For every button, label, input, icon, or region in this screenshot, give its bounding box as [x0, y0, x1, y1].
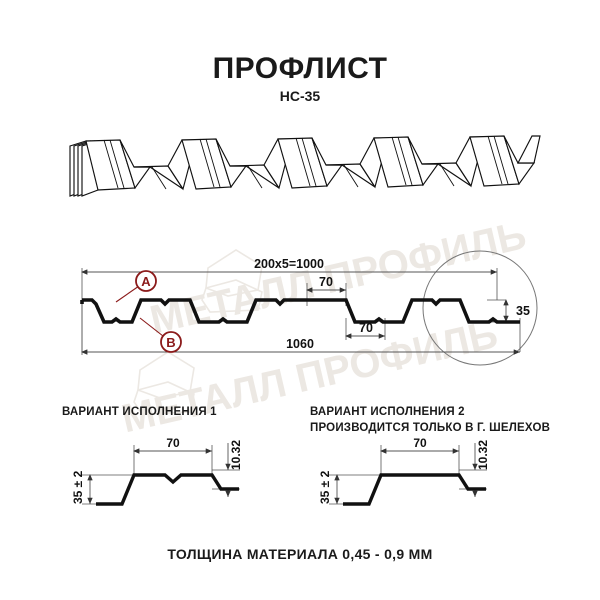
variant2-profile-path [343, 473, 486, 506]
marker-a: A [115, 270, 157, 303]
dimension-total-width-label: 1060 [286, 337, 314, 351]
variant2-title-line2: ПРОИЗВОДИТСЯ ТОЛЬКО В Г. ШЕЛЕХОВ [310, 422, 551, 434]
variant1-title: ВАРИАНТ ИСПОЛНЕНИЯ 1 [62, 404, 217, 420]
dimension-valley-width-label: 70 [359, 321, 373, 335]
page-subtitle: НС-35 [279, 88, 321, 104]
corrugation-module [69, 140, 99, 197]
watermark-logo-icon [133, 249, 263, 415]
variant2-extension-lines [329, 445, 487, 505]
marker-b-circle [160, 331, 182, 353]
watermark-text-1: МЕТАЛЛ ПРОФИЛЬ [146, 213, 530, 342]
detail-callout-circle [422, 250, 538, 366]
variant2-dimension-height: 35 ± 2 [318, 470, 340, 504]
variant2-title-line1: ВАРИАНТ ИСПОЛНЕНИЯ 2 [310, 406, 465, 418]
profile-polyline [80, 298, 520, 324]
dimension-valley-width: 70 [345, 321, 385, 339]
variant2-dimension-lip: 10.32 [472, 440, 490, 497]
corrugation-bands [85, 135, 541, 191]
marker-a-label: A [141, 274, 151, 289]
marker-b-label: B [166, 335, 175, 350]
marker-a-circle [135, 270, 157, 292]
marker-b: B [139, 317, 182, 353]
variant1-dimension-height: 35 ± 2 [71, 470, 93, 504]
variant1-profile-path [96, 473, 239, 506]
dimension-working-width: 200x5=1000 [81, 257, 497, 275]
dimension-crest-width-label: 70 [319, 275, 333, 289]
rib-lines [103, 135, 509, 190]
variant2-top-width-label: 70 [413, 436, 427, 450]
variant2-profile-height-label: 35 ± 2 [318, 470, 332, 504]
thickness-note: ТОЛЩИНА МАТЕРИАЛА 0,45 - 0,9 ММ [167, 546, 433, 562]
dimension-height-label: 35 [516, 304, 530, 318]
variant2-lip-height-label: 10.32 [476, 440, 490, 470]
dimension-height: 35 [503, 299, 530, 322]
variant1-top-width-label: 70 [166, 436, 180, 450]
variant1-dimension-top-width: 70 [133, 436, 212, 454]
variant1-profile-height-label: 35 ± 2 [71, 470, 85, 504]
variant1-title-line1: ВАРИАНТ ИСПОЛНЕНИЯ 1 [62, 406, 217, 418]
dimension-crest-width: 70 [306, 275, 346, 293]
page-title: ПРОФЛИСТ [212, 52, 388, 85]
variant1-dimension-lip: 10.32 [225, 440, 243, 497]
variant1-lip-height-label: 10.32 [229, 440, 243, 470]
variant2-dimension-top-width: 70 [380, 436, 459, 454]
extension-lines [81, 268, 521, 355]
dimension-working-width-label: 200x5=1000 [254, 257, 324, 271]
variant2-title: ВАРИАНТ ИСПОЛНЕНИЯ 2 ПРОИЗВОДИТСЯ ТОЛЬКО… [310, 404, 550, 436]
variant1-extension-lines [82, 445, 240, 505]
dimension-total-width: 1060 [81, 337, 520, 355]
